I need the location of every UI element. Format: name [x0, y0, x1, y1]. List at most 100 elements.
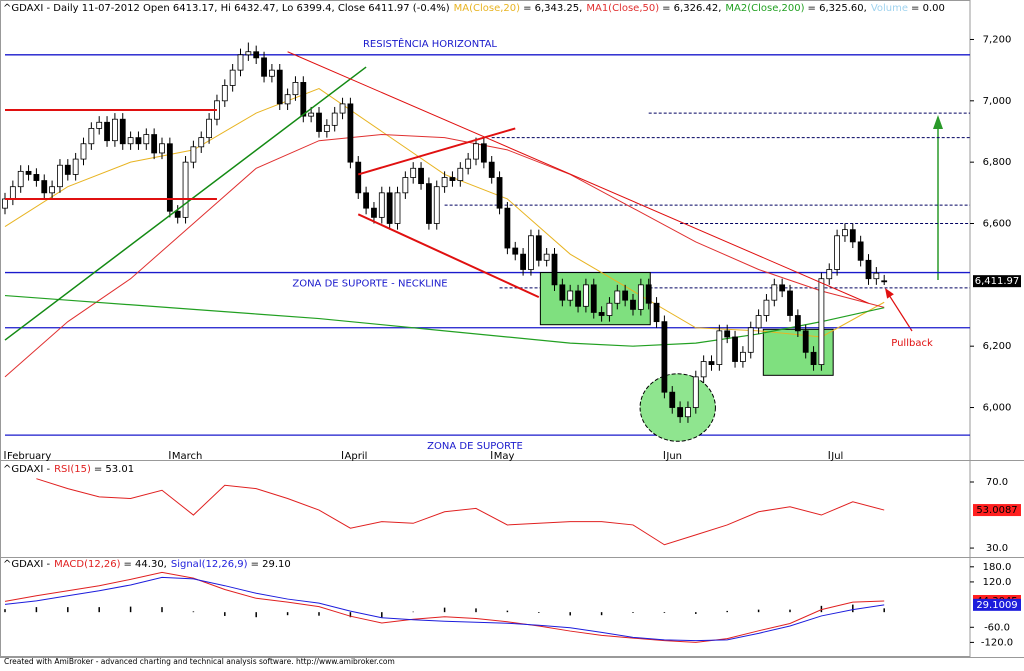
- histogram-bar: [412, 611, 414, 613]
- candle-body: [755, 315, 762, 329]
- pane-title: ^GDAXI - MACD(12,26) = 44.30, Signal(12,26,…: [3, 559, 291, 570]
- candle-body: [700, 361, 707, 378]
- title-text: ^GDAXI -: [3, 464, 50, 475]
- candle-body: [323, 124, 330, 132]
- x-tick-label: April: [345, 451, 368, 462]
- candle-body: [716, 330, 723, 365]
- histogram-bar: [129, 606, 132, 613]
- y-tick-label: 30.0: [986, 543, 1008, 554]
- histogram-bar: [852, 604, 854, 613]
- candle-body: [480, 143, 487, 163]
- candle-body: [300, 82, 307, 117]
- candle-body: [583, 284, 589, 307]
- candle-body: [559, 284, 566, 301]
- histogram-bar: [569, 612, 571, 616]
- candle-body: [732, 336, 738, 362]
- candle-body: [72, 158, 79, 175]
- candle-body: [606, 302, 613, 316]
- arrow-shaft: [888, 294, 913, 332]
- candle-body: [740, 351, 746, 362]
- candle-body: [590, 284, 597, 313]
- candle-body: [551, 253, 558, 286]
- histogram-bar: [67, 607, 69, 613]
- histogram-bar: [286, 612, 289, 616]
- candle-body: [276, 69, 283, 105]
- candle-body: [433, 186, 440, 224]
- y-tick-label: -60.0: [984, 622, 1010, 633]
- histogram-bar: [789, 609, 791, 613]
- candle-body: [308, 112, 315, 117]
- arrow-head: [933, 115, 943, 129]
- level-label: ZONA DE SUPORTE - NECKLINE: [292, 279, 447, 290]
- candle-body: [771, 284, 778, 301]
- candle-body: [708, 361, 715, 365]
- histogram-bar: [192, 611, 195, 613]
- candle-body: [339, 103, 346, 114]
- candle-body: [575, 290, 581, 307]
- candle-body: [347, 103, 354, 163]
- y-tick-label: 6,000: [983, 403, 1012, 414]
- candle-body: [143, 134, 150, 145]
- pane-title: ^GDAXI - Daily 11-07-2012 Open 6413.17, …: [3, 3, 945, 14]
- histogram-bar: [883, 608, 885, 613]
- y-tick-label: 7,200: [983, 34, 1012, 45]
- legend-value: = 29.10: [251, 559, 291, 570]
- candle-body: [473, 143, 479, 160]
- level-label: RESISTÊNCIA HORIZONTAL: [363, 37, 497, 50]
- candle-body: [253, 51, 260, 59]
- candle-body: [135, 137, 142, 145]
- candle-body: [622, 290, 629, 301]
- trendline: [287, 51, 869, 304]
- candle-body: [747, 327, 754, 353]
- candle-body: [449, 177, 456, 181]
- candle-body: [425, 183, 432, 224]
- candle-body: [685, 407, 691, 418]
- candle-body: [669, 391, 676, 408]
- legend-value: = 6,343.25,: [523, 3, 582, 14]
- candle-body: [520, 253, 526, 270]
- legend-value: = 6,325.60,: [808, 3, 867, 14]
- legend-name: MA(Close,20): [454, 3, 521, 14]
- pullback-label: Pullback: [891, 338, 933, 349]
- histogram-bar: [224, 612, 226, 616]
- candle-body: [229, 69, 236, 86]
- candle-body: [834, 235, 840, 270]
- histogram-bar: [98, 607, 100, 613]
- candle-body: [57, 164, 63, 188]
- y-tick-label: 6,200: [983, 341, 1012, 352]
- candle-body: [873, 272, 880, 280]
- candle-body: [355, 161, 362, 194]
- legend-name: Signal(12,26,9): [171, 559, 248, 570]
- candle-body: [779, 284, 786, 292]
- series-line: [36, 478, 885, 546]
- x-tick-label: May: [494, 451, 515, 462]
- candle-body: [818, 278, 825, 365]
- candle-body: [378, 192, 385, 218]
- histogram-bar: [4, 609, 6, 613]
- title-text: ^GDAXI -: [3, 559, 50, 570]
- trendline: [4, 66, 367, 341]
- legend-name: MA1(Close,50): [586, 3, 659, 14]
- y-tick-label: 120.0: [983, 577, 1012, 588]
- candle-body: [496, 177, 503, 209]
- histogram-bar: [349, 612, 352, 618]
- level-label: ZONA DE SUPORTE: [427, 441, 523, 452]
- candle-body: [25, 170, 32, 175]
- candle-body: [159, 143, 165, 154]
- legend-value: = 44.30,: [124, 559, 167, 570]
- x-tick-label: March: [172, 451, 202, 462]
- candle-body: [724, 330, 731, 338]
- candle-body: [598, 312, 605, 316]
- last-value-flag: [973, 275, 1021, 288]
- candle-body: [842, 229, 848, 237]
- candle-body: [661, 321, 668, 393]
- x-tick-label: February: [7, 451, 51, 462]
- y-tick-label: 70.0: [986, 477, 1008, 488]
- candle-body: [504, 207, 511, 249]
- y-tick-label: 6,800: [983, 157, 1012, 168]
- candle-body: [174, 210, 181, 218]
- candle-body: [465, 158, 472, 169]
- candle-body: [763, 299, 770, 316]
- candle-body: [826, 269, 833, 280]
- histogram-bar: [538, 612, 540, 613]
